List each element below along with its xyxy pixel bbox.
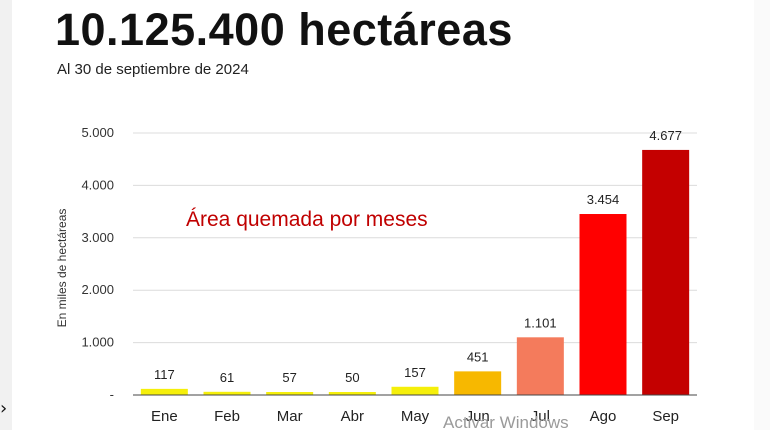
data-label: 3.454 (587, 192, 620, 207)
bar-mar (266, 392, 314, 395)
data-label: 1.101 (524, 315, 557, 330)
x-tick-label: Ago (590, 408, 617, 425)
y-tick-label: 2.000 (81, 282, 114, 297)
bar-abr (328, 392, 376, 395)
bar-sep (642, 149, 690, 395)
headline-total-area: 10.125.400 hectáreas (55, 4, 513, 55)
y-tick-label: 4.000 (81, 177, 114, 192)
x-tick-label: Feb (214, 408, 240, 425)
bar-ene (140, 388, 188, 395)
bar-may (391, 386, 439, 395)
data-label: 451 (467, 349, 489, 364)
x-tick-label: Ene (151, 408, 178, 425)
y-tick-label: 1.000 (81, 335, 114, 350)
y-axis-ticks: - 1.000 2.000 3.000 4.000 5.000 (81, 125, 114, 402)
right-edge-strip (754, 0, 770, 430)
data-label: 61 (220, 370, 234, 385)
data-label: 4.677 (649, 128, 682, 143)
bar-jun (454, 371, 502, 395)
bar-jul (516, 337, 564, 395)
y-tick-label: 3.000 (81, 230, 114, 245)
data-label: 117 (154, 367, 175, 382)
chart-title: Área quemada por meses (186, 208, 428, 231)
data-labels: 117 61 57 50 157 451 1.101 3.454 4.677 (154, 128, 682, 385)
bar-feb (203, 391, 251, 395)
bar-ago (579, 214, 627, 395)
headline-date: Al 30 de septiembre de 2024 (57, 61, 249, 78)
left-edge-strip (0, 0, 12, 430)
x-axis-ticks: Ene Feb Mar Abr May Jun Jul Ago Sep (151, 408, 679, 425)
x-tick-label: Abr (341, 408, 364, 425)
y-tick-label: 5.000 (81, 125, 114, 140)
x-tick-label: Mar (277, 408, 303, 425)
bars (140, 149, 690, 395)
x-tick-label: Sep (652, 408, 679, 425)
data-label: 57 (282, 370, 296, 385)
data-label: 157 (404, 365, 426, 380)
x-tick-label: Jul (531, 408, 550, 425)
y-tick-label: - (110, 387, 114, 402)
data-label: 50 (345, 370, 359, 385)
cursor-mark: › (0, 398, 8, 419)
os-watermark: Activar Windows (443, 413, 569, 430)
x-tick-label: Jun (466, 408, 490, 425)
x-tick-label: May (401, 408, 430, 425)
y-axis-title: En miles de hectáreas (55, 209, 69, 328)
